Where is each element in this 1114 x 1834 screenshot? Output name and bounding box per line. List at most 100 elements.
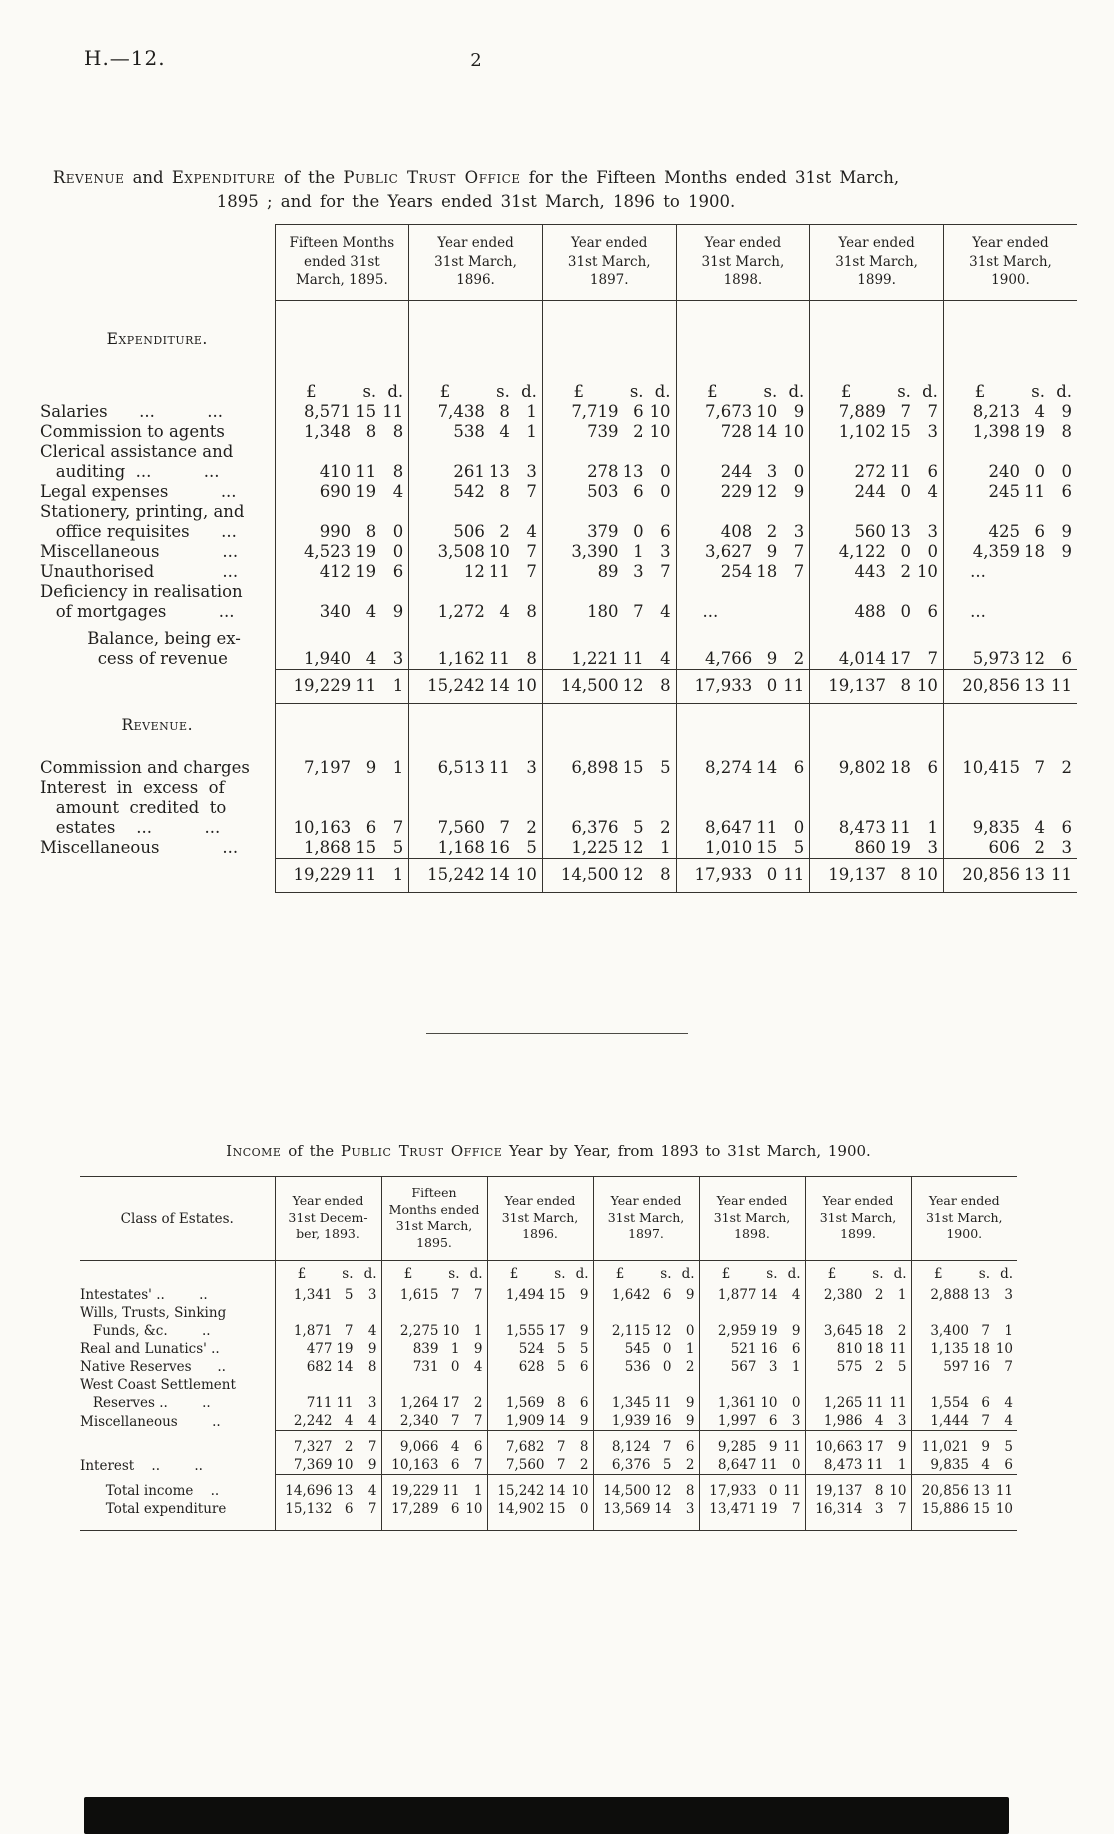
expenditure-row: Clerical assistance and auditing ... ...… [40, 442, 1077, 483]
pence: 10 [465, 1501, 483, 1517]
money-cell: 5,973 12 6 [942, 622, 1077, 670]
pence: 3 [897, 1413, 907, 1429]
money-cell: 340 4 9 [274, 582, 409, 623]
shillings: 15 [355, 837, 377, 857]
money-cell: 2,380 2 1 [804, 1283, 911, 1304]
money-cell: 9,835 4 6 [910, 1456, 1017, 1475]
row-label: Clerical assistance and auditing ... ... [40, 442, 234, 482]
pounds: 8,571 [303, 402, 352, 422]
pounds: 1,345 [611, 1395, 651, 1411]
pounds: 1,909 [505, 1413, 545, 1429]
money-cell: ... [942, 562, 1077, 583]
pounds: 839 [412, 1341, 439, 1357]
pounds: 1,615 [399, 1287, 439, 1303]
shillings: 14 [654, 1501, 672, 1517]
money-value: 521 16 6 [700, 1340, 805, 1358]
money-value: 682 14 8 [276, 1358, 381, 1376]
pence: 1 [685, 1341, 695, 1357]
pounds: 10,663 [815, 1439, 863, 1455]
shillings: 11 [488, 757, 510, 777]
shillings: 11 [488, 648, 510, 668]
money-cell: 7,682 7 8 [486, 1430, 593, 1456]
pence: 7 [526, 482, 537, 502]
money-value: 739 2 10 [543, 422, 676, 442]
income-grid: Class of Estates. Year ended 31st Decem-be… [80, 1176, 1017, 1531]
pence: 10 [916, 864, 938, 884]
money-cell: 2,242 4 4 [274, 1412, 381, 1431]
shillings: 4 [365, 648, 377, 668]
money-value: 1,272 4 8 [409, 602, 542, 622]
smallcaps-text: Public Trust Office [340, 1142, 503, 1160]
pounds: 3,508 [437, 542, 485, 562]
shillings: 11 [756, 817, 778, 837]
pounds: 524 [518, 1341, 545, 1357]
shillings: 11 [889, 817, 911, 837]
shillings: 8 [365, 522, 377, 542]
money-value: 14,696 13 4 [276, 1482, 381, 1500]
pence: 5 [1004, 1439, 1013, 1455]
pence: 10 [889, 1483, 907, 1499]
money-cell: 7,560 7 2 [408, 777, 543, 838]
money-cell: 606 2 3 [942, 837, 1077, 859]
shillings: 0 [766, 675, 778, 695]
currency-symbol: £ [439, 382, 451, 402]
money-cell: 1,615 7 7 [380, 1283, 487, 1304]
money-value: 261 13 3 [409, 462, 542, 482]
shillings: 0 [900, 542, 911, 562]
money-cell: 1,871 7 4 [274, 1304, 381, 1340]
money-cell: 1,102 15 3 [809, 422, 944, 443]
pence: 4 [367, 1413, 377, 1429]
money-cell: 3,627 9 7 [675, 542, 810, 563]
pounds: 410 [319, 462, 352, 482]
pence: 1 [660, 837, 671, 857]
shillings: 11 [355, 864, 377, 884]
money-value: 254 18 7 [677, 562, 810, 582]
pence: 11 [783, 675, 805, 695]
pounds: 6,376 [611, 1457, 651, 1473]
shillings: 2 [499, 522, 510, 542]
money-cell: 8,473 11 1 [809, 777, 944, 838]
row-label: Deficiency in realisation of mortgages .… [40, 582, 243, 622]
pence: 1 [473, 1323, 483, 1339]
money-value: 545 0 1 [594, 1340, 699, 1358]
money-cell: 2,340 7 7 [380, 1412, 487, 1431]
pence: 3 [927, 522, 938, 542]
money-value: 19,229 11 1 [276, 865, 409, 885]
lsd-header-cell: £ s. d. [274, 300, 409, 403]
pounds: 229 [720, 482, 753, 502]
shillings: 13 [972, 1483, 990, 1499]
pence: 9 [1061, 522, 1073, 542]
pence: 9 [579, 1287, 589, 1303]
money-value: 3,627 9 7 [677, 542, 810, 562]
pounds: 19,137 [815, 1483, 863, 1499]
pounds: 19,229 [391, 1483, 439, 1499]
pounds: 1,398 [972, 422, 1020, 442]
currency-symbol: s. [554, 1266, 566, 1282]
currency-header: £ s. d. [276, 382, 409, 402]
interest-row: Interest .. .. 7,369 10 9 10,163 6 7 7,560 7 2 6,3… [80, 1456, 1017, 1475]
money-cell: 690 19 4 [274, 482, 409, 503]
pence: 4 [473, 1359, 483, 1375]
currency-symbol: d. [893, 1266, 907, 1282]
money-cell: 7,673 10 9 [675, 402, 810, 423]
shillings: 4 [450, 1439, 460, 1455]
pounds: 4,014 [838, 648, 886, 668]
year-column-header: Year ended 31st Decem-ber, 1893. [274, 1176, 381, 1261]
shillings: 2 [874, 1287, 884, 1303]
money-value: 4,523 19 0 [276, 542, 409, 562]
shillings: 11 [442, 1483, 460, 1499]
expenditure-row: Unauthorised ... 412 19 6 12 11 7 89 3 7 254 18 7 443… [40, 562, 1077, 583]
money-value: 443 2 10 [810, 562, 943, 582]
money-value: 7,889 7 7 [810, 402, 943, 422]
pounds: 2,888 [930, 1287, 969, 1303]
currency-header: £ s. d. [409, 382, 542, 402]
money-value: 536 0 2 [594, 1358, 699, 1376]
money-value: 278 13 0 [543, 462, 676, 482]
pence: 6 [473, 1439, 483, 1455]
shillings: 4 [344, 1413, 354, 1429]
lsd-header-cell: £ s. d. [486, 1260, 593, 1283]
pounds: 4,122 [838, 542, 886, 562]
pounds: 17,933 [694, 675, 753, 695]
money-cell: 2,115 12 0 [592, 1304, 699, 1340]
shillings: 15 [622, 757, 644, 777]
